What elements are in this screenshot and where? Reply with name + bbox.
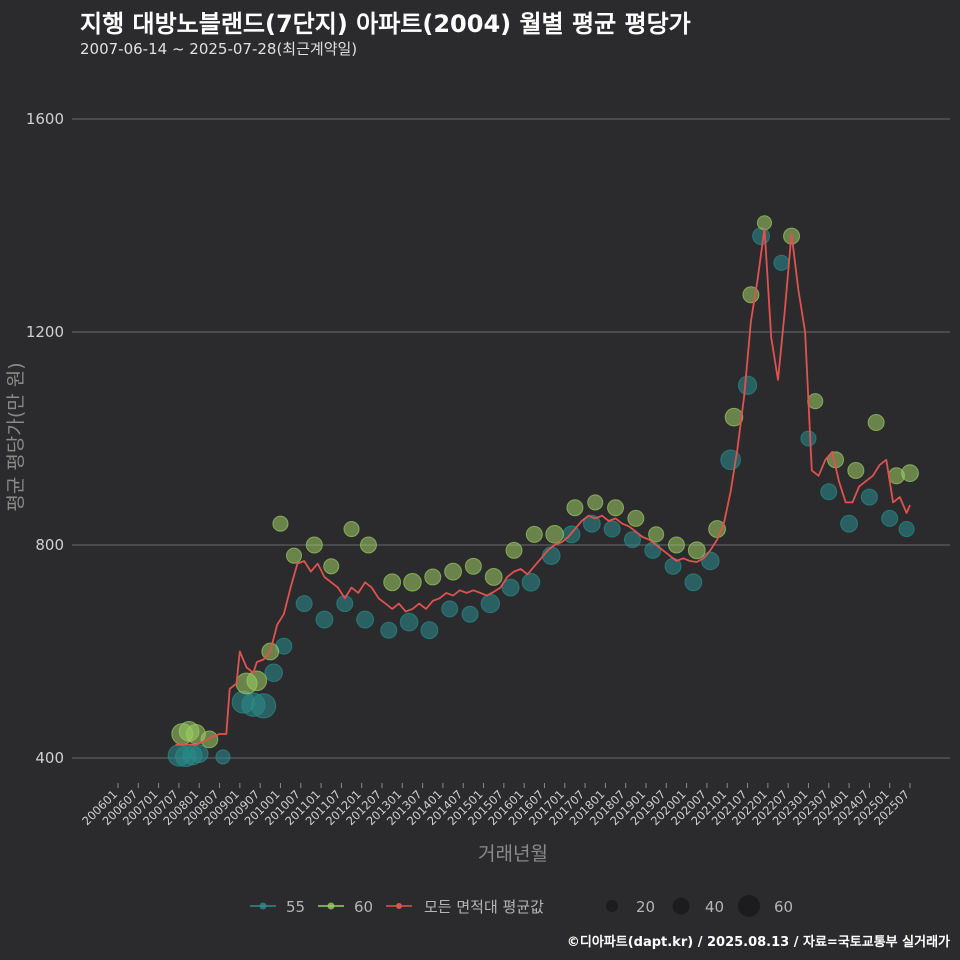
legend-label-60: 60: [354, 898, 373, 916]
bubble-layer: [167, 215, 919, 768]
bubble-60: [383, 573, 402, 592]
bubble-60: [648, 526, 665, 543]
bubble-55: [800, 430, 817, 447]
avg-line: [175, 227, 911, 746]
legend-size-label-40: 40: [705, 898, 724, 916]
x-tick-labels: 2006012006072007012007072008012008072009…: [79, 783, 912, 828]
bubble-55: [189, 744, 209, 764]
y-tick-label: 1200: [26, 323, 64, 341]
bubble-60: [687, 541, 706, 560]
legend-label-55: 55: [286, 898, 305, 916]
y-tick-label: 400: [35, 749, 64, 767]
legend-size-20: 20: [606, 898, 655, 916]
bubble-60: [484, 568, 503, 586]
legend-item-55[interactable]: 55: [250, 898, 305, 916]
chart-subtitle: 2007-06-14 ~ 2025-07-28(최근계약일): [80, 40, 358, 58]
legend-size-label-60: 60: [774, 898, 793, 916]
bubble-55: [737, 375, 758, 395]
bubble-60: [807, 393, 824, 410]
bubble-55: [860, 488, 878, 506]
bubble-60: [607, 499, 625, 517]
legend-size-40: 40: [672, 897, 724, 916]
bubble-60: [847, 461, 865, 479]
bubble-60: [708, 520, 726, 538]
bubble-55: [521, 572, 541, 592]
bubble-60: [627, 509, 645, 527]
bubble-60: [545, 525, 564, 544]
bubble-60: [403, 572, 422, 592]
bubble-55: [684, 573, 703, 592]
bubble-55: [752, 227, 770, 246]
legend-item-avg[interactable]: 모든 면적대 평균값: [386, 898, 544, 916]
bubble-60: [667, 536, 685, 554]
y-tick-labels: 400 800 1200 1600: [26, 110, 64, 767]
y-axis-title: 평균 평당가(만 원): [5, 362, 27, 511]
bubble-60: [323, 558, 340, 575]
bubble-55: [315, 610, 334, 629]
bubble-55: [623, 531, 641, 549]
bubble-60: [525, 525, 543, 543]
chart-title: 지행 대방노블랜드(7단지) 아파트(2004) 월별 평균 평당가: [80, 10, 691, 38]
bubble-60: [901, 464, 919, 483]
bubble-55: [441, 600, 459, 618]
y-tick-label: 800: [35, 536, 64, 554]
bubble-60: [424, 568, 442, 586]
bubble-55: [399, 612, 419, 632]
bubble-55: [336, 595, 354, 613]
bubble-55: [820, 483, 838, 501]
bubble-60: [867, 414, 885, 432]
bubble-55: [461, 605, 479, 623]
legend-item-60[interactable]: 60: [318, 898, 373, 916]
bubble-55: [420, 621, 439, 640]
bubble-55: [881, 509, 899, 527]
x-axis-title: 거래년월: [478, 843, 548, 865]
bubble-60: [505, 541, 523, 559]
bubble-55: [215, 749, 231, 765]
footer-credit: ©디아파트(dapt.kr) / 2025.08.13 / 자료=국토교통부 실…: [566, 935, 950, 950]
bubble-55: [480, 593, 500, 614]
bubble-55: [898, 520, 915, 538]
bubble-60: [587, 494, 604, 511]
avg-line-layer: [175, 227, 911, 746]
legend: 55 60 모든 면적대 평균값 20 40 60: [250, 895, 793, 917]
bubble-55: [582, 514, 601, 533]
bubble-55: [295, 595, 313, 613]
bubble-60: [724, 407, 744, 427]
bubble-60: [566, 499, 584, 517]
bubble-55: [356, 610, 374, 629]
bubble-55: [644, 541, 662, 559]
bubble-60: [246, 670, 268, 692]
bubble-55: [501, 578, 520, 597]
bubble-55: [541, 546, 561, 565]
bubble-55: [603, 520, 621, 538]
bubble-60: [305, 536, 323, 554]
bubble-60: [343, 520, 360, 538]
bubble-60: [464, 557, 482, 575]
bubble-55: [773, 254, 790, 271]
bubble-60: [272, 515, 289, 532]
legend-size-60: 60: [738, 895, 793, 917]
grid-layer: [72, 118, 950, 759]
bubble-60: [444, 562, 462, 581]
bubble-60: [285, 547, 303, 564]
bubble-55: [264, 663, 283, 683]
bubble-55: [840, 514, 858, 533]
bubble-55: [380, 621, 398, 639]
legend-label-avg: 모든 면적대 평균값: [424, 898, 544, 916]
y-tick-label: 1600: [26, 110, 64, 128]
bubble-55: [250, 693, 277, 719]
bubble-60: [359, 536, 377, 554]
legend-size-label-20: 20: [636, 898, 655, 916]
